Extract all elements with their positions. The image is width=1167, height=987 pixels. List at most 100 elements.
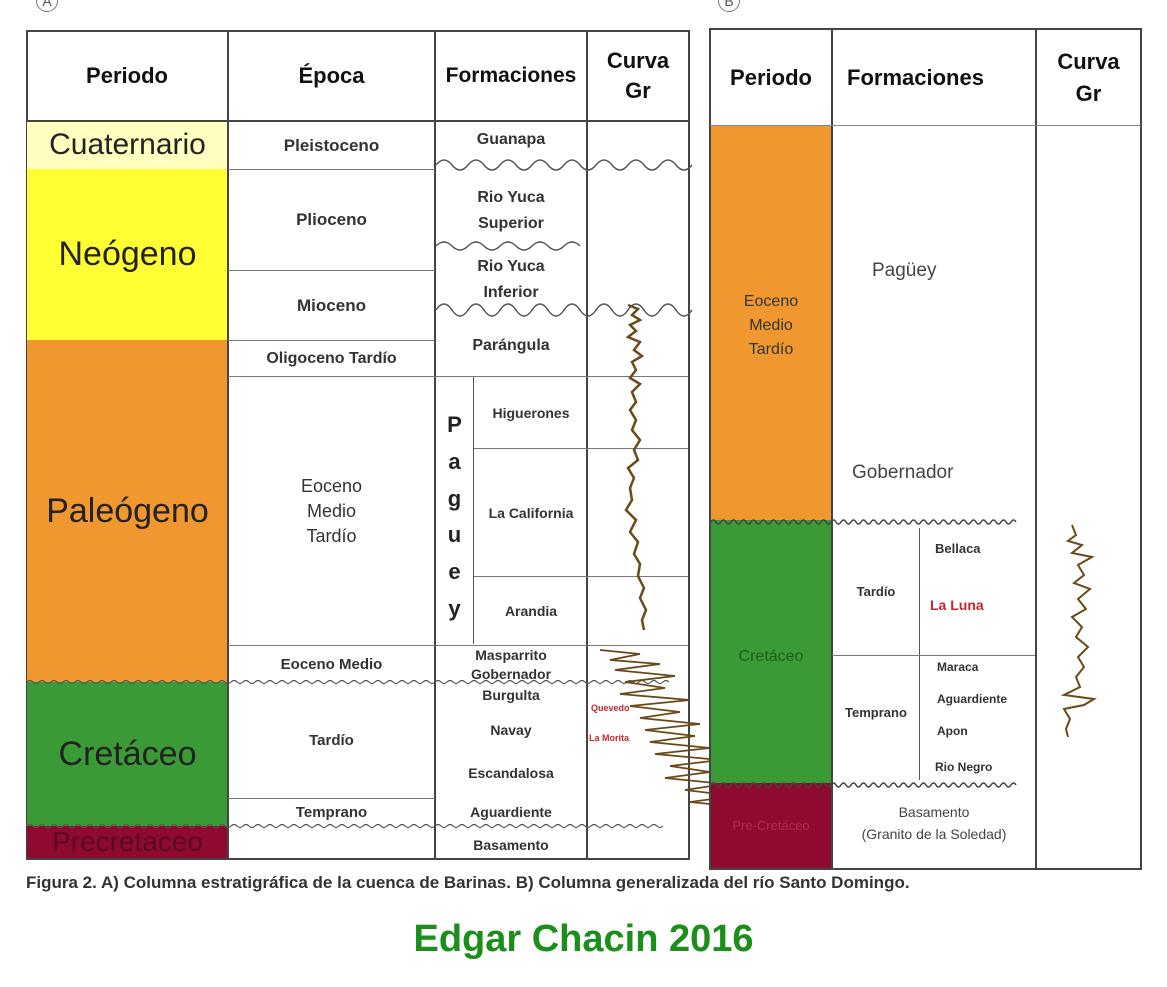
period-b-eoceno-line3: Tardío [748,341,794,358]
pagueya-letter: P [447,412,462,437]
period-precretaceo-label: Precretaceo [52,826,203,857]
formation-b-gobernador: Gobernador [852,462,954,483]
divider [832,655,1035,656]
epoch-oligoceno-tardio: Oligoceno Tardío [266,349,397,367]
curve-label-la-morita: La Morita [589,733,630,743]
formation-b-bellaca: Bellaca [935,541,981,556]
formation-rio-yuca-inferior-line1: Rio Yuca [477,258,545,275]
divider [434,30,436,860]
formation-masparrito: Masparrito [475,647,547,663]
period-cretaceo-label: Cretáceo [58,734,197,773]
divider [228,340,435,341]
period-precretaceo: Precretaceo [27,826,228,858]
formation-basamento: Basamento [473,837,549,853]
formation-rio-yuca-superior-line2: Superior [478,215,544,232]
epoch-pleistoceno: Pleistoceno [283,135,380,155]
header-formaciones: Formaciones [445,64,577,87]
period-b-precretaceo: Pre-Cretáceo [711,783,831,868]
formation-b-basamento-line2: (Granito de la Soledad) [861,825,1007,842]
formation-higuerones: Higuerones [492,404,570,421]
unconformity-b-bottom [710,782,1017,788]
divider [919,528,920,780]
epoch-eoceno-medio-tardio: Eoceno Medio Tardío [229,377,434,645]
unconformity-rio-yuca [435,241,581,251]
divider [228,270,435,271]
formation-b-basamento-line1: Basamento [898,803,970,820]
period-b-cretaceo-label: Cretáceo [738,648,804,665]
header-b-formaciones: Formaciones [847,64,984,90]
divider [831,28,833,870]
period-neogeno-label: Neógeno [58,235,197,273]
period-b-eoceno-line2: Medio [749,317,793,334]
epoch-eoceno-medio: Eoceno Medio [280,655,383,673]
divider [1035,28,1037,870]
unconformity-cretaceo-top [26,679,670,685]
epoch-eoceno-line3: Tardío [306,525,357,546]
panel-b-table [709,28,1142,870]
header-curva-line1: Curva [606,48,670,73]
unconformity-guanapa [435,159,693,171]
period-b-cretaceo: Cretáceo [711,520,831,783]
epoch-mioceno: Mioceno [297,295,366,315]
period-cretaceo: Cretáceo [27,682,228,826]
formation-b-aguardiente: Aguardiente [937,692,1008,706]
period-paleogeno: Paleógeno [27,340,228,682]
formation-navay: Navay [490,722,532,738]
formation-pagueya-vertical: P a g u e y [436,412,473,622]
formation-b-rio-negro: Rio Negro [935,760,993,774]
divider [27,120,689,122]
formation-rio-yuca-superior-line1: Rio Yuca [477,189,545,206]
formation-b-la-luna: La Luna [930,597,984,613]
period-cuaternario-label: Cuaternario [49,128,206,161]
formation-b-paguey: Pagüey [872,260,937,281]
pagueya-letter: a [448,448,461,474]
period-b-eoceno: Eoceno Medio Tardío [711,126,831,520]
pagueya-letter: y [448,595,461,621]
divider [228,645,688,646]
epoch-tardio: Tardío [309,732,354,749]
period-b-eoceno-line1: Eoceno [743,293,799,310]
formation-b-temprano: Temprano [845,704,907,720]
divider [228,376,688,377]
header-b-periodo: Periodo [730,64,812,90]
pagueya-letter: g [447,485,462,511]
divider [586,30,588,860]
divider [710,125,1141,126]
curve-label-quevedo: Quevedo [591,703,630,713]
formation-b-basamento: Basamento (Granito de la Soledad) [833,795,1035,850]
period-b-precretaceo-label: Pre-Cretáceo [732,818,810,833]
formation-la-california: La California [488,504,574,521]
unconformity-precretaceo-top [26,823,664,829]
period-paleogeno-label: Paleógeno [46,491,209,530]
epoch-plioceno: Plioceno [296,210,367,229]
formation-b-apon: Apon [937,724,968,738]
header-b-curva-line2: Gr [1075,80,1102,106]
epoch-temprano: Temprano [295,804,368,821]
gamma-ray-curve-b [1060,524,1097,738]
divider [473,376,474,644]
header-b-curva: Curva Gr [1037,30,1140,125]
header-periodo: Periodo [86,63,168,88]
unconformity-b-top [710,519,1017,525]
gamma-ray-curve-a [624,303,648,631]
epoch-eoceno-line2: Medio [306,500,357,521]
divider [227,30,229,860]
divider [228,798,435,799]
header-epoca: Época [298,63,365,88]
author-credit: Edgar Chacin 2016 [413,918,754,960]
formation-rio-yuca-inferior: Rio Yuca Inferior [436,252,586,308]
formation-guanapa: Guanapa [476,131,546,148]
formation-aguardiente: Aguardiente [470,804,552,820]
header-curva-line2: Gr [625,78,651,103]
formation-gobernador: Gobernador [470,666,552,682]
period-neogeno: Neógeno [27,169,228,340]
formation-escandalosa: Escandalosa [468,765,554,781]
divider [474,448,688,449]
figure-caption: Figura 2. A) Columna estratigráfica de l… [26,873,910,892]
gamma-ray-curve-a-lower [599,649,751,809]
formation-arandia: Arandia [504,603,558,619]
pagueya-letter: e [448,559,461,585]
epoch-eoceno-line1: Eoceno [300,475,363,496]
